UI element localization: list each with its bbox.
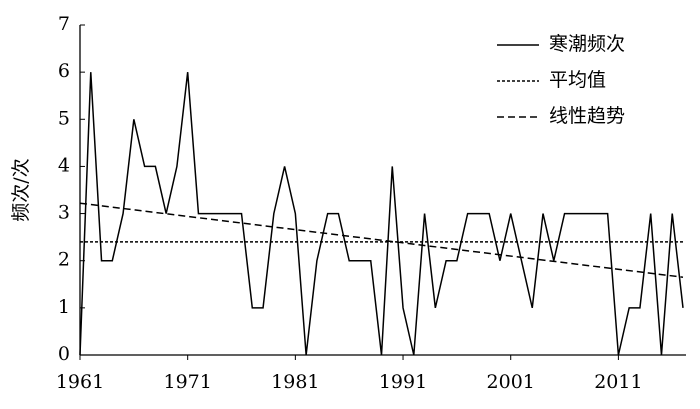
x-tick-label: 2011 <box>594 371 642 393</box>
x-tick-label: 1991 <box>379 371 427 393</box>
x-tick-label: 1971 <box>163 371 211 393</box>
y-tick-label: 4 <box>58 154 70 176</box>
y-tick-label: 0 <box>58 343 70 365</box>
x-tick-label: 2001 <box>487 371 535 393</box>
y-axis-label: 频次/次 <box>10 158 32 221</box>
legend-label: 平均值 <box>549 69 606 91</box>
y-tick-label: 1 <box>58 296 70 318</box>
series-line <box>79 72 684 356</box>
x-tick-label: 1981 <box>271 371 319 393</box>
series-line <box>79 202 684 278</box>
y-tick-label: 6 <box>58 60 70 82</box>
y-tick-label: 7 <box>58 13 70 35</box>
y-tick-label: 2 <box>58 249 70 271</box>
x-tick-label: 1961 <box>56 371 104 393</box>
y-tick-label: 5 <box>58 107 70 129</box>
legend-label: 寒潮频次 <box>549 33 625 55</box>
y-tick-label: 3 <box>58 202 70 224</box>
legend-label: 线性趋势 <box>549 105 625 127</box>
